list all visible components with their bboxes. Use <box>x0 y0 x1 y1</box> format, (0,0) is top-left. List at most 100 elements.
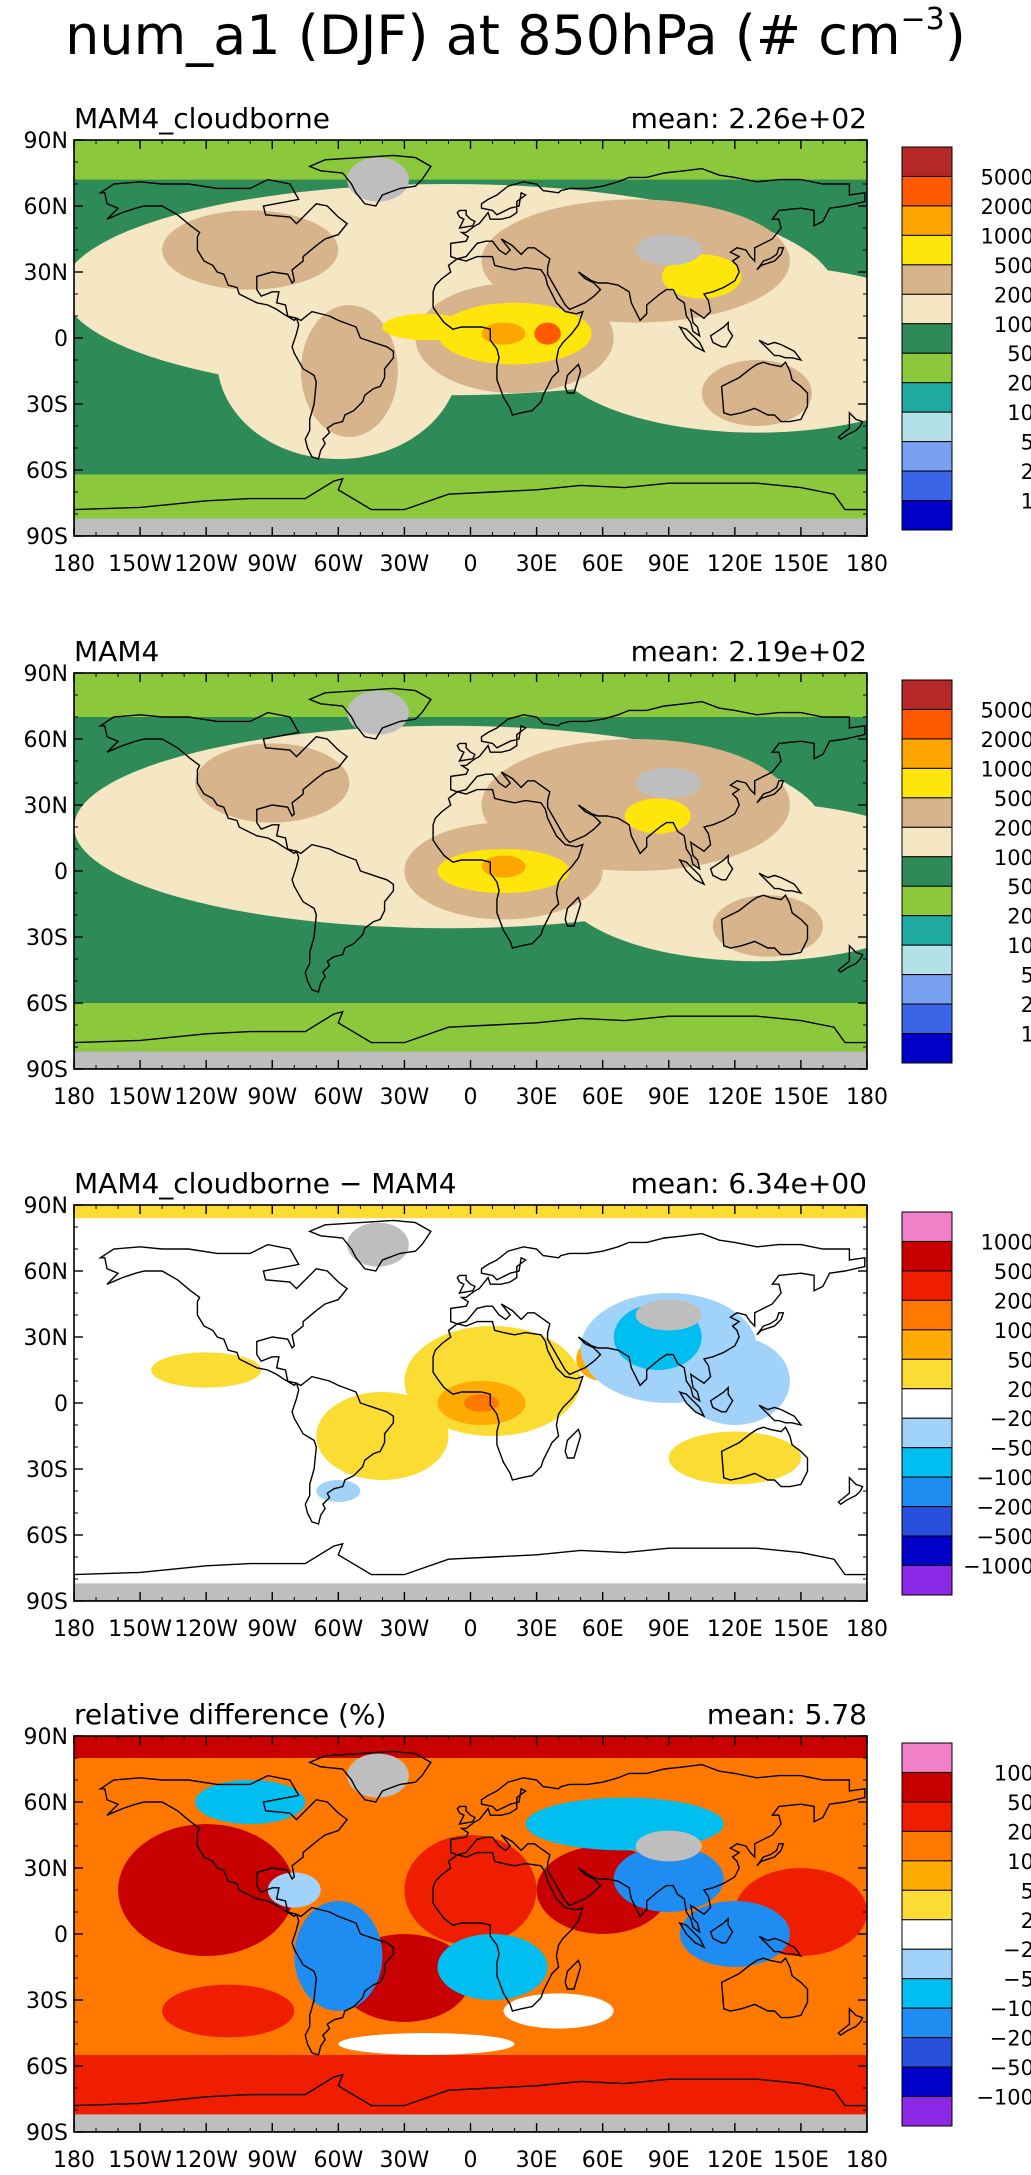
contour-patch <box>635 1299 702 1331</box>
coastline-southAmerica <box>291 843 395 993</box>
contour-band <box>74 474 867 519</box>
x-tick-label: 120W <box>174 1085 238 1110</box>
colorbar-box <box>901 1476 953 1508</box>
x-tick-label: 60W <box>313 2148 363 2173</box>
colorbar-box <box>901 915 953 946</box>
coastline-africa <box>432 788 584 949</box>
contour-patch <box>195 1780 306 1824</box>
contour-patch <box>662 254 742 299</box>
colorbar-box <box>901 1388 953 1419</box>
colorbar-box <box>901 856 953 887</box>
coastline-antarctica <box>74 477 867 536</box>
x-tick-label: 150W <box>108 1085 172 1110</box>
x-tick-label: 90W <box>247 1085 297 1110</box>
y-tick-label: 60N <box>24 728 68 753</box>
contour-patch <box>635 1830 702 1862</box>
y-tick-label: 90S <box>26 2121 68 2146</box>
colorbar-box <box>901 1978 953 2009</box>
colorbar-box <box>901 264 953 295</box>
contour-patch <box>382 313 471 341</box>
panel-mean: mean: 2.26e+02 <box>631 102 867 135</box>
colorbar-label: 1000 <box>981 1230 1031 1254</box>
x-tick-label: 60W <box>313 552 363 577</box>
coastline-borneo <box>709 320 734 348</box>
colorbar-box <box>901 1535 953 1567</box>
x-tick-label: 60E <box>582 552 624 577</box>
colorbar-label: 20 <box>1007 372 1031 396</box>
coastline-northAmerica <box>98 178 349 322</box>
x-tick-label: 180 <box>53 2148 95 2173</box>
contour-patch <box>316 1480 361 1502</box>
y-tick-label: 60S <box>26 459 68 484</box>
colorbar-box <box>901 1889 953 1921</box>
colorbar-box <box>901 708 953 740</box>
panel-title: MAM4_cloudborne − MAM4 <box>74 1167 457 1200</box>
colorbar-box <box>901 1003 953 1035</box>
contour-patch <box>338 2033 515 2055</box>
x-tick-label: 90W <box>247 2148 297 2173</box>
contour-patch <box>162 210 339 290</box>
x-tick-label: 0 <box>464 1085 478 1110</box>
x-tick-label: 90W <box>247 1617 297 1642</box>
panel-mean: mean: 5.78 <box>707 1698 867 1731</box>
coastline-eurasia <box>450 700 866 871</box>
colorbar-box <box>901 2037 953 2068</box>
coastline-madagascar <box>564 896 582 927</box>
coastline-northAmerica <box>98 711 349 855</box>
contour-patch <box>267 1872 321 1908</box>
x-tick-label: 120W <box>174 2148 238 2173</box>
colorbar-box <box>901 1565 953 1596</box>
y-tick-label: 0 <box>54 1392 68 1417</box>
panel-4: relative difference (%) mean: 5.78 180 150W… <box>24 1698 1031 2173</box>
colorbar-box <box>901 441 953 472</box>
colorbar-label: 200 <box>994 1289 1031 1313</box>
x-tick-label: 90E <box>648 1617 690 1642</box>
x-tick-label: 30E <box>516 1617 558 1642</box>
coastline-northAmerica <box>98 1774 349 1918</box>
coastline-southAmerica <box>291 310 395 460</box>
y-tick-label: 60N <box>24 195 68 220</box>
colorbar-box <box>901 1506 953 1537</box>
x-tick-label: 150E <box>773 1617 829 1642</box>
colorbar-box <box>901 500 953 531</box>
figure-title-text: num_a1 (DJF) at 850hPa (# cm <box>65 4 901 67</box>
contour-patch <box>481 322 526 345</box>
coastline-sumatra <box>678 858 706 886</box>
colorbar-label: −50 <box>990 2056 1031 2080</box>
y-tick-label: 30S <box>26 1989 68 2014</box>
colorbar-label: −100 <box>976 2086 1031 2110</box>
y-tick-label: 30S <box>26 393 68 418</box>
colorbar-box <box>901 767 953 799</box>
contour-patch <box>635 767 702 799</box>
contour-band <box>74 1003 867 1052</box>
colorbar-box <box>901 1447 953 1478</box>
colorbar-label: 2000 <box>981 195 1031 219</box>
colorbar-box <box>901 1358 953 1390</box>
y-tick-label: 90N <box>24 1725 68 1750</box>
colorbar-box <box>901 2096 953 2127</box>
colorbar-label: −5 <box>1003 1968 1031 1992</box>
contour-patch <box>316 1392 449 1480</box>
colorbar-box <box>901 974 953 1005</box>
coastline-africa <box>432 1320 584 1481</box>
x-tick-label: 90E <box>648 552 690 577</box>
coastline-greenland <box>307 1750 432 1803</box>
y-tick-label: 30S <box>26 1458 68 1483</box>
x-tick-label: 120W <box>174 552 238 577</box>
coastline-borneo <box>709 1385 734 1413</box>
coastline-britain <box>456 742 476 762</box>
coastline-borneo <box>709 1916 734 1944</box>
colorbar-label: 10 <box>1007 1850 1031 1874</box>
colorbar-box <box>901 352 953 384</box>
colorbar-box <box>901 1801 953 1832</box>
coastline-sumatra <box>678 1921 706 1949</box>
coastline-japan <box>756 1312 785 1336</box>
y-tick-label: 30N <box>24 1326 68 1351</box>
colorbar-label: 5 <box>1021 1879 1031 1903</box>
x-tick-label: 30W <box>380 2148 430 2173</box>
y-tick-label: 60N <box>24 1791 68 1816</box>
colorbar-label: 20 <box>1007 1820 1031 1844</box>
colorbar-label: −1000 <box>963 1555 1031 1579</box>
x-tick-label: 150E <box>773 1085 829 1110</box>
